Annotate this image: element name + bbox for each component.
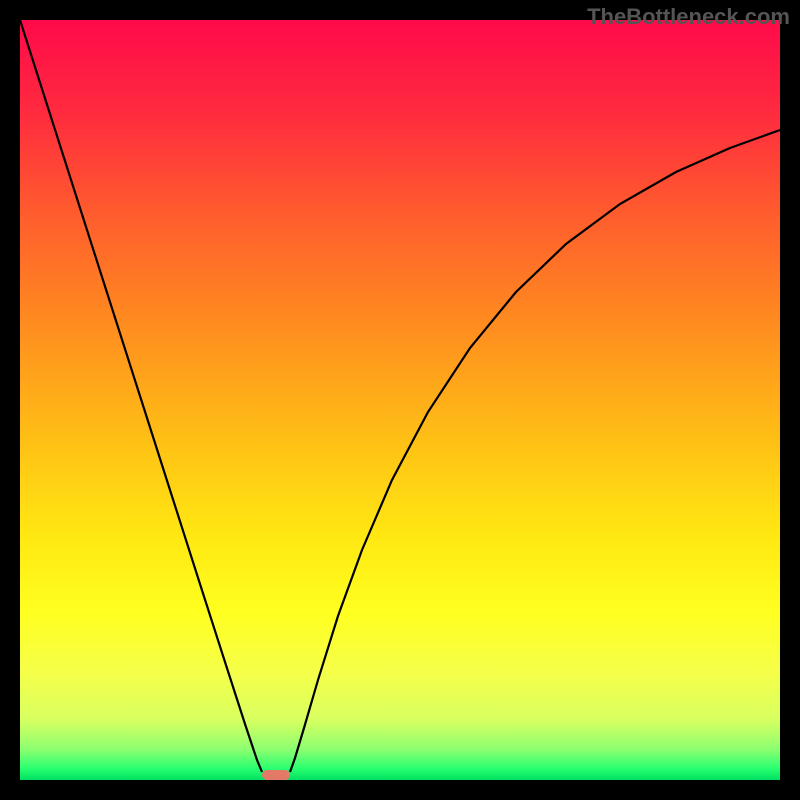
bottleneck-chart: TheBottleneck.com — [0, 0, 800, 800]
chart-background — [20, 20, 780, 780]
minimum-marker — [262, 770, 290, 780]
chart-svg — [0, 0, 800, 800]
watermark-text: TheBottleneck.com — [587, 4, 790, 30]
